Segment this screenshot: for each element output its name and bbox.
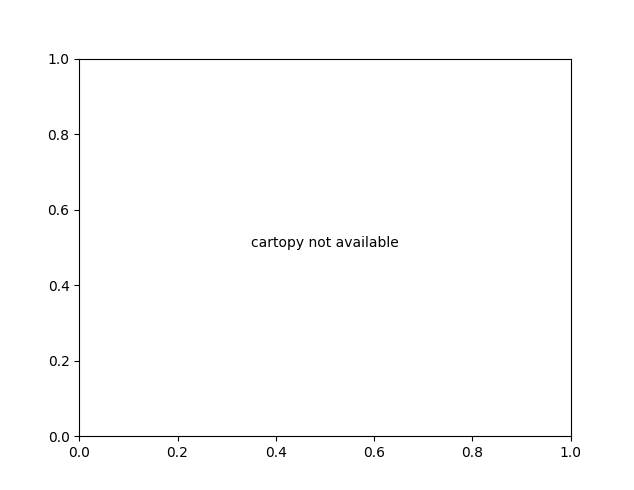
Text: cartopy not available: cartopy not available (251, 237, 399, 250)
